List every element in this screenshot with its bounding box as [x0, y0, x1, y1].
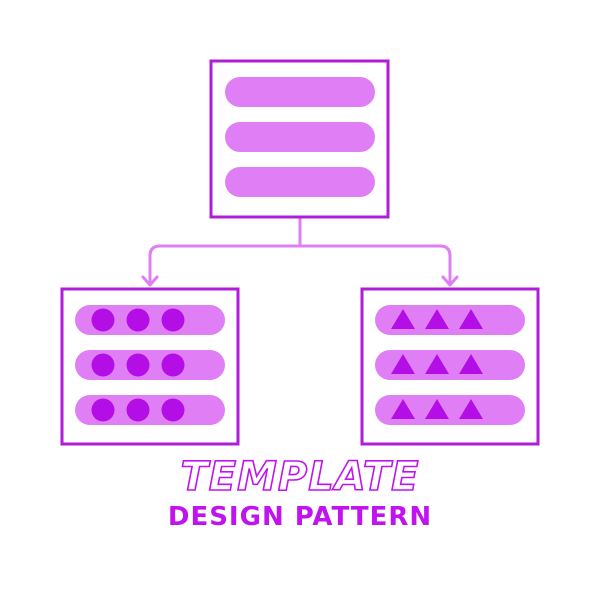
triangle-icon [391, 354, 415, 374]
arrowhead-right-icon [441, 275, 459, 287]
circle-icon [91, 308, 115, 332]
top-box-bar [225, 167, 375, 197]
circle-icon [161, 308, 185, 332]
triangle-icon [459, 309, 483, 329]
triangle-icon [425, 399, 449, 419]
title-template-outline: TEMPLATE [181, 454, 420, 500]
top-box-bars [225, 77, 375, 197]
circle-icon [91, 398, 115, 422]
triangle-icon [459, 354, 483, 374]
circle-icon [161, 398, 185, 422]
circle-icon [126, 398, 150, 422]
connector-left-branch [148, 244, 302, 284]
circle-icon [126, 308, 150, 332]
left-box-bar [75, 305, 225, 335]
connector-arrows [141, 215, 459, 287]
top-box-bar [225, 77, 375, 107]
left-box-bar [75, 395, 225, 425]
top-box-bar [225, 122, 375, 152]
triangle-icon [425, 309, 449, 329]
subtitle-design-pattern: DESIGN PATTERN [168, 502, 432, 532]
circle-icon [126, 353, 150, 377]
right-triangles-box [360, 287, 540, 446]
triangle-icon [391, 309, 415, 329]
circle-icon [91, 353, 115, 377]
triangle-icon [459, 399, 483, 419]
left-box-bar [75, 350, 225, 380]
right-box-bars [375, 305, 525, 425]
triangle-icon [425, 354, 449, 374]
left-circles-box [60, 287, 240, 446]
connector-right-branch [298, 244, 452, 284]
circle-icon [161, 353, 185, 377]
triangle-icon [391, 399, 415, 419]
left-box-bars [75, 305, 225, 425]
top-template-box [209, 59, 390, 219]
arrowhead-left-icon [141, 275, 159, 287]
